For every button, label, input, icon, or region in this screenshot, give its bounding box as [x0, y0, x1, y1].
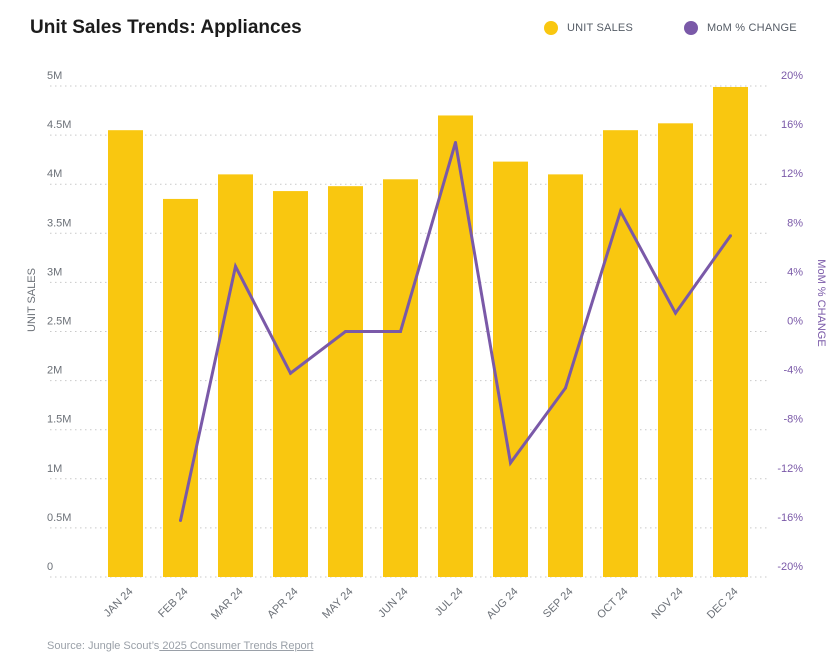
x-tick-label: OCT 24 [595, 586, 631, 622]
legend-mom-change-label: MoM % CHANGE [707, 22, 797, 34]
bar-sep-24 [548, 174, 583, 577]
y2-tick-label: -12% [777, 463, 803, 475]
x-tick-label: JAN 24 [102, 586, 136, 620]
y2-axis-title: MoM % CHANGE [815, 259, 827, 346]
y-tick-label: 2M [47, 365, 62, 377]
legend-mom-change: MoM % CHANGE [684, 21, 797, 35]
y2-tick-label: -20% [777, 561, 803, 573]
x-tick-label: APR 24 [265, 586, 300, 621]
y2-tick-label: 0% [787, 316, 803, 328]
bar-jan-24 [108, 130, 143, 577]
y-tick-label: 0.5M [47, 512, 71, 524]
mom-point-jul-24 [454, 140, 457, 144]
legend-mom-change-swatch [684, 21, 698, 35]
y-tick-label: 3.5M [47, 217, 71, 229]
x-tick-label: JUN 24 [376, 586, 410, 620]
legend-unit-sales-swatch [544, 21, 558, 35]
x-tick-label: MAR 24 [209, 586, 246, 623]
y-tick-label: 1.5M [47, 414, 71, 426]
bar-jul-24 [438, 115, 473, 578]
mom-point-dec-24 [729, 234, 732, 238]
source-report-link[interactable]: 2025 Consumer Trends Report [159, 640, 314, 652]
x-tick-label: SEP 24 [541, 586, 576, 621]
mom-point-aug-24 [509, 461, 512, 465]
y-tick-label: 3M [47, 266, 62, 278]
y2-tick-label: -8% [783, 414, 803, 426]
x-tick-label: NOV 24 [649, 586, 685, 622]
mom-point-may-24 [344, 330, 347, 333]
y-tick-label: 0 [47, 561, 53, 573]
y-tick-label: 2.5M [47, 316, 71, 328]
y2-tick-label: 20% [781, 70, 803, 82]
x-tick-label: DEC 24 [705, 586, 741, 622]
y2-tick-label: 8% [787, 217, 803, 229]
y-tick-label: 4.5M [47, 119, 71, 131]
source-note: Source: Jungle Scout’s 2025 Consumer Tre… [47, 640, 313, 652]
mom-point-apr-24 [289, 371, 292, 375]
x-tick-label: FEB 24 [156, 586, 190, 620]
bar-may-24 [328, 186, 363, 577]
y-tick-label: 5M [47, 70, 62, 82]
bar-apr-24 [273, 191, 308, 577]
legend-unit-sales: UNIT SALES [544, 21, 633, 35]
mom-point-nov-24 [674, 311, 677, 315]
y2-tick-label: -16% [777, 512, 803, 524]
bar-jun-24 [383, 179, 418, 578]
legend-unit-sales-label: UNIT SALES [567, 22, 633, 34]
mom-point-oct-24 [619, 209, 622, 213]
chart-title: Unit Sales Trends: Appliances [30, 17, 302, 38]
bar-dec-24 [713, 86, 748, 578]
y2-tick-label: 16% [781, 119, 803, 131]
x-tick-label: AUG 24 [484, 586, 520, 622]
bar-nov-24 [658, 123, 693, 577]
x-tick-label: MAY 24 [320, 586, 355, 621]
mom-point-feb-24 [179, 519, 182, 523]
mom-point-mar-24 [234, 264, 237, 268]
mom-point-sep-24 [564, 386, 567, 390]
bar-aug-24 [493, 161, 528, 577]
y-tick-label: 1M [47, 463, 62, 475]
source-prefix: Source: Jungle Scout’s [47, 640, 160, 652]
y2-tick-label: 4% [787, 266, 803, 278]
y2-tick-label: 12% [781, 168, 803, 180]
y-axis-title: UNIT SALES [26, 268, 38, 332]
y2-tick-label: -4% [783, 365, 803, 377]
mom-point-jun-24 [399, 330, 402, 333]
y-tick-label: 4M [47, 168, 62, 180]
x-tick-label: JUL 24 [433, 586, 466, 619]
bar-mar-24 [218, 174, 253, 577]
bar-oct-24 [603, 130, 638, 577]
